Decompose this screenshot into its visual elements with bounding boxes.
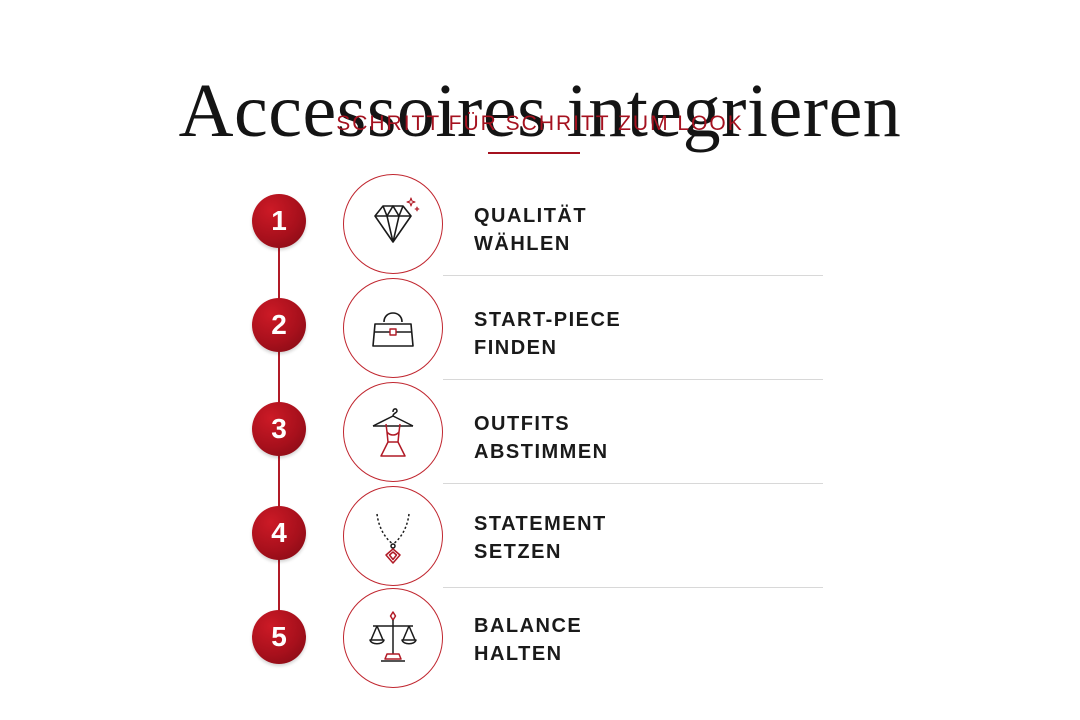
necklace-icon xyxy=(376,513,410,564)
step-separator xyxy=(443,275,823,276)
step-label: OUTFITS ABSTIMMEN xyxy=(474,410,609,466)
step-separator xyxy=(443,483,823,484)
step-icon-circle xyxy=(343,588,443,688)
step-label: START-PIECE FINDEN xyxy=(474,306,621,362)
step-label-line2: ABSTIMMEN xyxy=(474,441,609,463)
page-title: Accessoires integrieren xyxy=(178,68,902,153)
step-label-line2: SETZEN xyxy=(474,541,562,563)
title-divider xyxy=(488,152,580,154)
step-label-line2: FINDEN xyxy=(474,337,558,359)
step-3: 3 OUTFITS ABSTIMMEN xyxy=(0,382,1080,506)
step-4: 4 STATEMENT SETZEN xyxy=(0,486,1080,610)
step-number-badge: 4 xyxy=(252,506,306,560)
step-label-line1: START-PIECE xyxy=(474,309,622,331)
step-label: QUALITÄT WÄHLEN xyxy=(474,202,587,258)
step-icon-circle xyxy=(343,278,443,378)
step-label-line1: STATEMENT xyxy=(474,513,607,535)
step-2: 2 START-PIECE FINDEN xyxy=(0,278,1080,402)
step-label-line1: QUALITÄT xyxy=(474,205,588,227)
step-number-badge: 2 xyxy=(252,298,306,352)
diamond-icon xyxy=(374,197,420,243)
step-icon-circle xyxy=(343,486,443,586)
step-icon-circle xyxy=(343,382,443,482)
step-number-badge: 3 xyxy=(252,402,306,456)
step-label: STATEMENT SETZEN xyxy=(474,510,607,566)
step-label-line1: BALANCE xyxy=(474,615,583,637)
dress-hanger-icon xyxy=(372,408,414,457)
step-5: 5 BALANCE HALTEN xyxy=(0,588,1080,714)
step-label-line2: WÄHLEN xyxy=(474,233,571,255)
balance-scale-icon xyxy=(369,611,417,662)
step-label-line2: HALTEN xyxy=(474,643,563,665)
step-number-badge: 5 xyxy=(252,610,306,664)
step-separator xyxy=(443,379,823,380)
handbag-icon xyxy=(372,312,414,347)
step-label: BALANCE HALTEN xyxy=(474,612,582,668)
step-label-line1: OUTFITS xyxy=(474,413,571,435)
step-number-badge: 1 xyxy=(252,194,306,248)
page-subtitle: SCHRITT FÜR SCHRITT ZUM LOOK xyxy=(336,112,744,135)
step-1: 1 QUALITÄT WÄHLEN xyxy=(0,174,1080,298)
step-icon-circle xyxy=(343,174,443,274)
step-separator xyxy=(443,587,823,588)
